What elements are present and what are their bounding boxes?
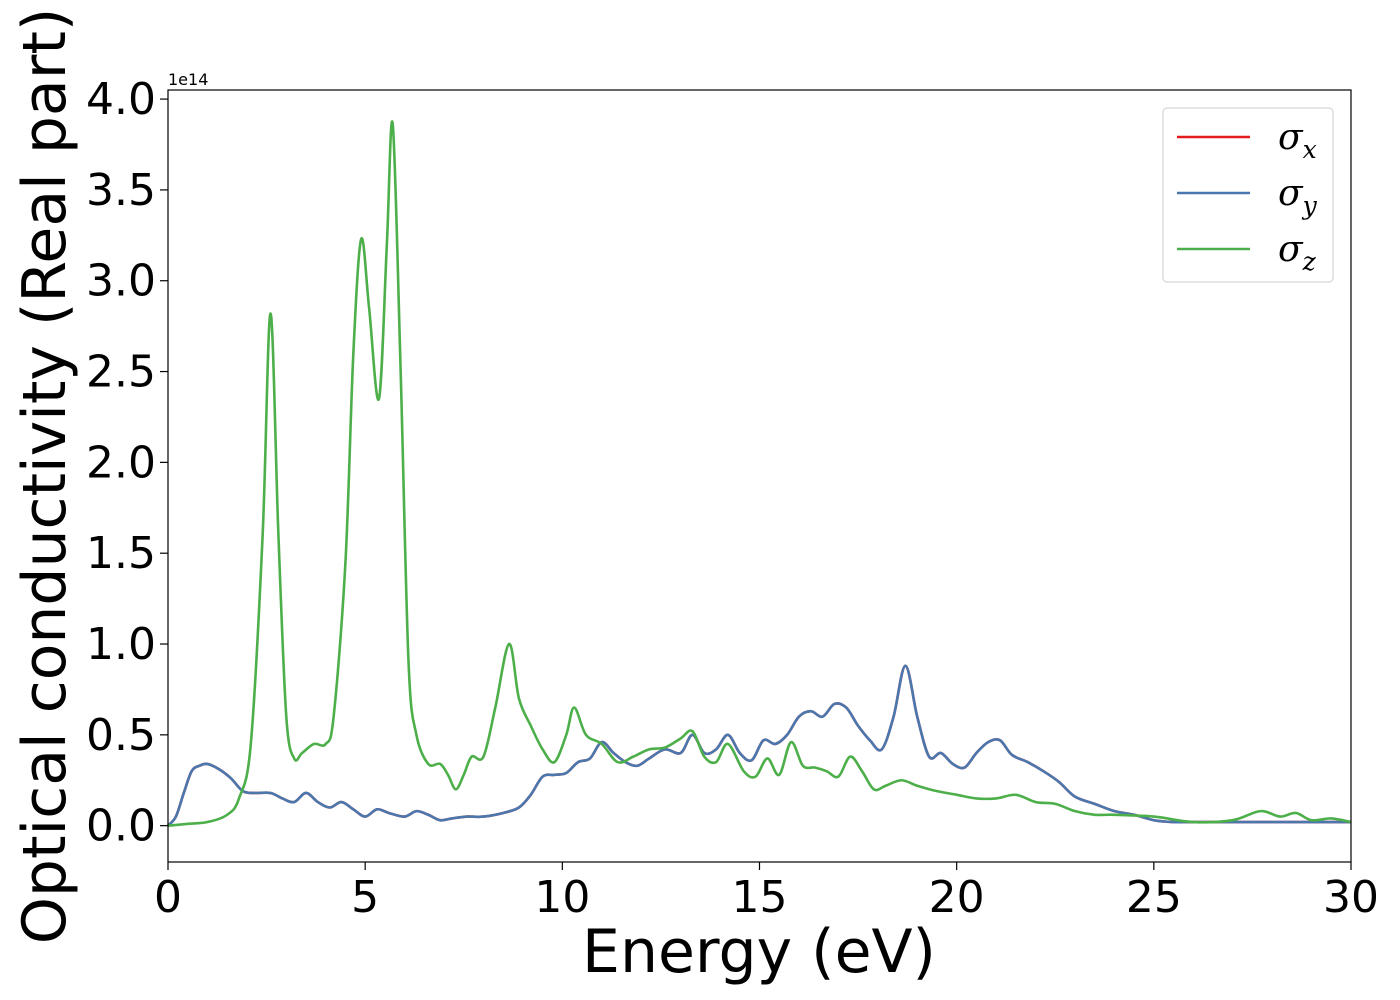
y-axis-label: Optical conductivity (Real part) (10, 8, 80, 945)
legend-label-y: σy (1278, 173, 1318, 220)
y-tick-label: 0.5 (86, 710, 156, 761)
x-tick-label: 25 (1126, 872, 1182, 923)
series-line-y (167, 664, 1351, 827)
x-tick-label: 30 (1323, 872, 1379, 923)
legend: σx σy σz (1162, 107, 1334, 283)
y-tick-label: 0.0 (86, 801, 156, 852)
x-tick-label: 10 (534, 872, 590, 923)
x-tick-label: 15 (732, 872, 788, 923)
x-tick-label: 5 (351, 872, 379, 923)
y-axis-ticks: 0.0 0.5 1.0 1.5 2.0 2.5 3.0 3.5 4.0 (86, 74, 168, 852)
y-tick-label: 2.0 (86, 437, 156, 488)
legend-box (1162, 107, 1334, 283)
y-tick-label: 3.5 (86, 165, 156, 216)
y-tick-label: 3.0 (86, 256, 156, 307)
legend-label-z: σz (1278, 229, 1317, 276)
legend-entries: σx σy σz (1177, 117, 1318, 276)
series-layer (167, 120, 1352, 827)
y-tick-label: 4.0 (86, 74, 156, 125)
y-tick-label: 2.5 (86, 347, 156, 398)
y-tick-label: 1.0 (86, 619, 156, 670)
series-line-z (167, 120, 1352, 827)
x-axis-label: Energy (eV) (582, 917, 936, 987)
x-tick-label: 0 (154, 872, 182, 923)
x-tick-label: 20 (929, 872, 985, 923)
legend-label-x: σx (1278, 117, 1317, 164)
y-tick-label: 1.5 (86, 528, 156, 579)
x-axis-ticks: 0 5 10 15 20 25 30 (154, 862, 1379, 923)
y-offset-label: 1e14 (168, 70, 208, 89)
